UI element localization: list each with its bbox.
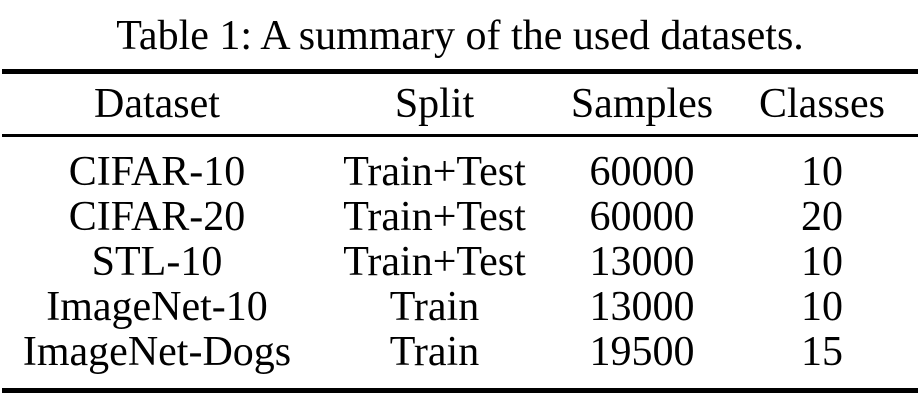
cell-dataset: STL-10 bbox=[91, 238, 223, 285]
cell-split: Train bbox=[389, 283, 480, 330]
column-header-dataset: Dataset bbox=[94, 81, 220, 127]
cell-samples: 13000 bbox=[589, 283, 695, 330]
cell-dataset: CIFAR-10 bbox=[68, 148, 246, 195]
cell-classes: 15 bbox=[801, 328, 843, 375]
cell-dataset: CIFAR-20 bbox=[68, 193, 246, 240]
table-row: CIFAR-10 Train+Test 60000 10 bbox=[2, 148, 918, 195]
cell-split: Train+Test bbox=[343, 193, 526, 240]
cell-samples: 60000 bbox=[589, 193, 695, 240]
table-row: ImageNet-10 Train 13000 10 bbox=[2, 283, 918, 330]
cell-samples: 13000 bbox=[589, 238, 695, 285]
column-header-split: Split bbox=[394, 81, 475, 127]
top-rule bbox=[2, 69, 918, 74]
bottom-rule bbox=[2, 388, 918, 393]
cell-classes: 10 bbox=[801, 283, 843, 330]
cell-classes: 10 bbox=[801, 238, 843, 285]
header-rule bbox=[2, 134, 918, 137]
cell-split: Train+Test bbox=[343, 148, 526, 195]
column-header-classes: Classes bbox=[759, 81, 885, 127]
cell-classes: 10 bbox=[801, 148, 843, 195]
table-row: ImageNet-Dogs Train 19500 15 bbox=[2, 328, 918, 375]
table-caption: Table 1: A summary of the used datasets. bbox=[116, 13, 804, 59]
table-body: CIFAR-10 Train+Test 60000 10 CIFAR-20 Tr… bbox=[2, 137, 918, 375]
cell-split: Train+Test bbox=[343, 238, 526, 285]
table-row: STL-10 Train+Test 13000 10 bbox=[2, 238, 918, 285]
column-header-samples: Samples bbox=[570, 81, 714, 127]
cell-samples: 19500 bbox=[589, 328, 695, 375]
table-header-row: Dataset Split Samples Classes bbox=[2, 74, 918, 134]
cell-classes: 20 bbox=[801, 193, 843, 240]
cell-dataset: ImageNet-Dogs bbox=[22, 328, 292, 375]
cell-samples: 60000 bbox=[589, 148, 695, 195]
table-row: CIFAR-20 Train+Test 60000 20 bbox=[2, 193, 918, 240]
cell-split: Train bbox=[389, 328, 480, 375]
cell-dataset: ImageNet-10 bbox=[46, 283, 268, 330]
